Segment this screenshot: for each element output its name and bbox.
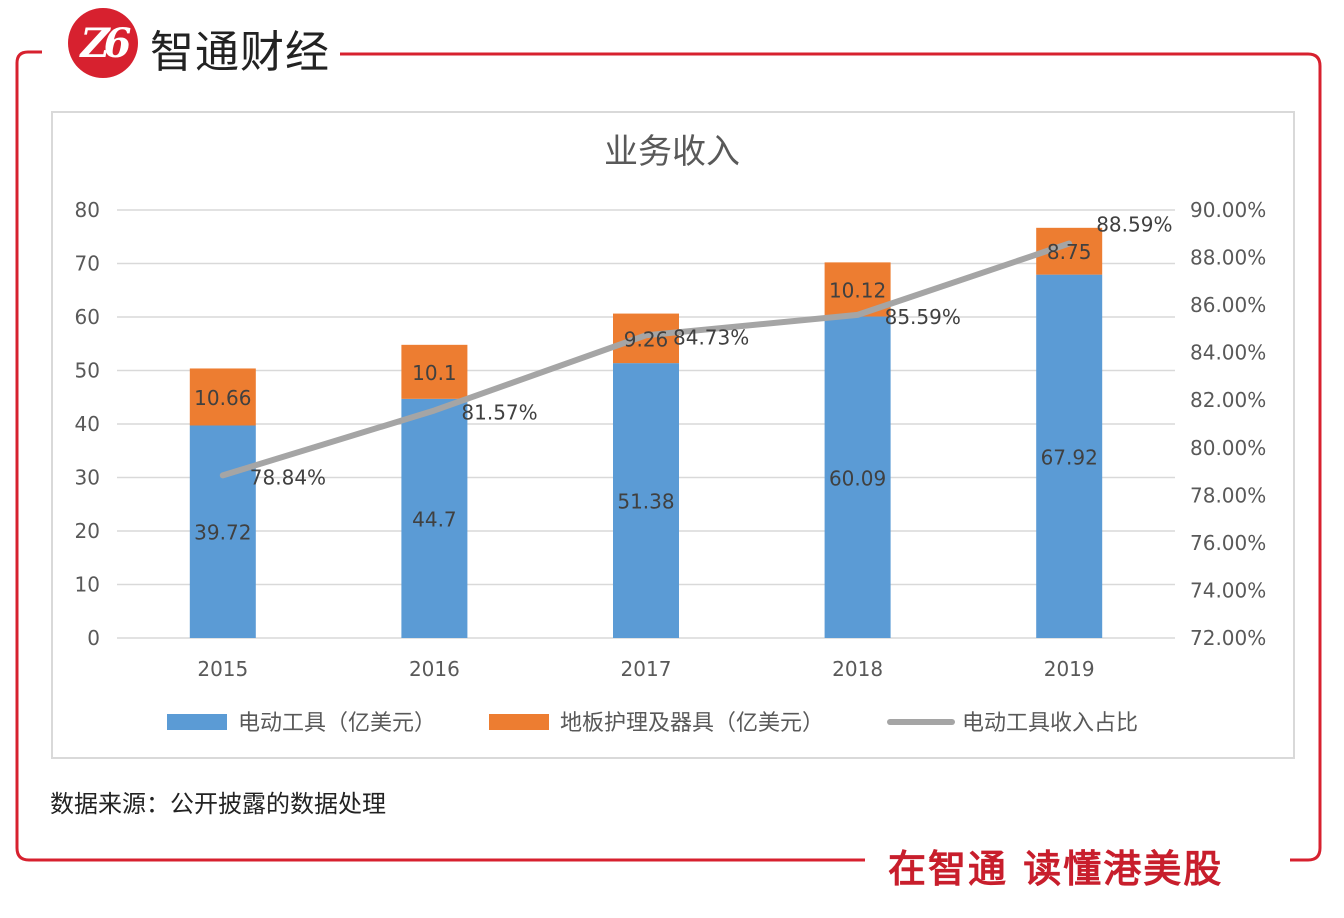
y-left-tick-label: 10 <box>75 573 100 597</box>
y-axis-right: 72.00% 74.00% 76.00% 78.00% 80.00% 82.00% 84.0… <box>1190 198 1266 650</box>
line-label-ratio: 85.59% <box>885 305 961 329</box>
y-left-tick-label: 20 <box>75 519 100 543</box>
bar-label-floor-care: 10.1 <box>412 361 457 385</box>
line-label-ratio: 88.59% <box>1096 213 1172 237</box>
bar-power-tools <box>613 363 679 638</box>
line-label-ratio: 78.84% <box>250 465 326 489</box>
bar-label-power-tools: 39.72 <box>194 521 251 545</box>
x-tick-label: 2016 <box>409 657 460 681</box>
source-note: 数据来源：公开披露的数据处理 <box>50 790 386 818</box>
y-right-tick-label: 76.00% <box>1190 531 1266 555</box>
y-left-tick-label: 60 <box>75 305 100 329</box>
bar-power-tools <box>401 398 468 638</box>
y-left-tick-label: 0 <box>87 626 100 650</box>
line-label-ratio: 81.57% <box>461 400 537 424</box>
y-left-tick-label: 50 <box>75 359 100 383</box>
bar-label-power-tools: 44.7 <box>412 507 457 531</box>
line-label-ratio: 84.73% <box>673 325 749 349</box>
y-right-tick-label: 90.00% <box>1190 198 1266 222</box>
y-left-tick-label: 40 <box>75 412 100 436</box>
y-right-tick-label: 72.00% <box>1190 626 1266 650</box>
legend-label-ratio: 电动工具收入占比 <box>962 711 1138 736</box>
bar-label-power-tools: 60.09 <box>829 466 886 490</box>
x-tick-label: 2015 <box>197 657 248 681</box>
y-right-tick-label: 84.00% <box>1190 341 1266 365</box>
bar-label-floor-care: 9.26 <box>624 327 669 351</box>
bar-power-tools <box>824 316 891 638</box>
y-right-tick-label: 82.00% <box>1190 388 1266 412</box>
x-tick-label: 2017 <box>621 657 672 681</box>
bar-label-floor-care: 10.66 <box>194 386 251 410</box>
bar-power-tools <box>1036 274 1103 638</box>
y-left-tick-label: 70 <box>75 252 100 276</box>
bar-floor-care <box>189 368 256 426</box>
y-left-tick-label: 80 <box>75 198 100 222</box>
bar-label-power-tools: 51.38 <box>617 490 674 514</box>
y-axis-left: 0 10 20 30 40 50 60 70 80 <box>75 198 100 650</box>
data-labels: 39.72 10.66 44.7 10.1 51.38 9.26 60.09 10.12 67.… <box>194 213 1172 545</box>
bar-label-floor-care: 8.75 <box>1047 240 1092 264</box>
y-right-tick-label: 74.00% <box>1190 578 1266 602</box>
y-right-tick-label: 80.00% <box>1190 436 1266 460</box>
legend-label-floor-care: 地板护理及器具（亿美元） <box>560 711 824 736</box>
y-right-tick-label: 86.00% <box>1190 293 1266 317</box>
frame-border <box>15 50 865 862</box>
legend-swatch-power-tools <box>167 714 227 730</box>
bar-label-floor-care: 10.12 <box>829 278 886 302</box>
y-left-tick-label: 30 <box>75 466 100 490</box>
frame-border-right <box>340 52 1322 862</box>
brand-slogan: 在智通 读懂港美股 <box>880 838 1232 893</box>
legend-label-power-tools: 电动工具（亿美元） <box>238 711 436 736</box>
x-axis: 2015 2016 2017 2018 2019 <box>197 657 1094 681</box>
bars <box>189 227 1103 638</box>
chart-title: 业务收入 <box>604 132 740 172</box>
y-right-tick-label: 78.00% <box>1190 483 1266 507</box>
bar-label-power-tools: 67.92 <box>1041 445 1098 469</box>
x-tick-label: 2018 <box>832 657 883 681</box>
ratio-line <box>219 240 1073 479</box>
bar-floor-care <box>401 344 468 399</box>
legend-swatch-floor-care <box>489 714 549 730</box>
legend: 电动工具（亿美元） 地板护理及器具（亿美元） 电动工具收入占比 <box>167 711 1138 736</box>
x-tick-label: 2019 <box>1044 657 1095 681</box>
y-right-tick-label: 88.00% <box>1190 246 1266 270</box>
brand-name: 智通财经 <box>150 27 330 78</box>
bar-power-tools <box>189 425 256 638</box>
brand-logo: Z6 <box>68 8 138 78</box>
